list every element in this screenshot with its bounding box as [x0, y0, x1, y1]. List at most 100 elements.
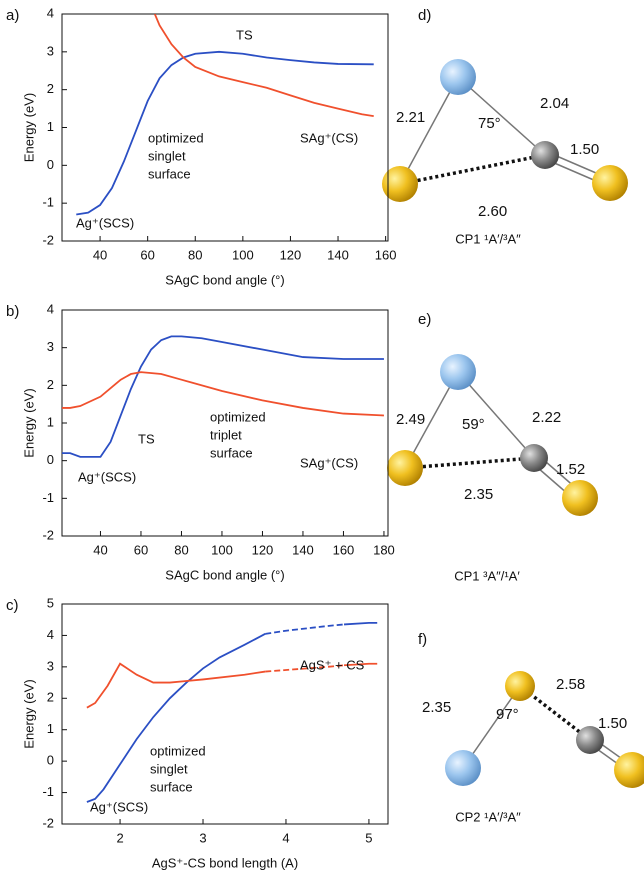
y-tick-label: 1	[47, 414, 54, 429]
panel-label: c)	[6, 597, 19, 614]
panel-label: b)	[6, 303, 19, 320]
figure: d) 2.21 2.04 1.50 2.60 75° CP1 ¹A′/³A″ e…	[0, 0, 644, 878]
y-axis-title: Energy (eV)	[21, 679, 36, 748]
bond-length: 2.04	[540, 95, 569, 112]
molecule-d: d) 2.21 2.04 1.50 2.60 75° CP1 ¹A′/³A″	[382, 7, 628, 246]
curve	[344, 623, 377, 625]
bond-length: 2.35	[422, 699, 451, 716]
y-axis-title: Energy (eV)	[21, 388, 36, 457]
panel-label: d)	[418, 7, 431, 24]
y-tick-label: 0	[47, 157, 54, 172]
bond-length: 2.21	[396, 109, 425, 126]
plot-frame	[62, 604, 388, 824]
annotation: surface	[210, 445, 253, 460]
bond-length: 2.58	[556, 676, 585, 693]
y-tick-label: 2	[47, 377, 54, 392]
x-tick-label: 60	[140, 247, 154, 262]
y-tick-label: -2	[42, 815, 54, 830]
atom-s	[387, 450, 423, 486]
y-tick-label: 1	[47, 119, 54, 134]
bond-length: 2.49	[396, 411, 425, 428]
atom-c	[520, 444, 548, 472]
annotation: Ag⁺(SCS)	[90, 799, 148, 814]
annotation: optimized	[150, 743, 206, 758]
atom-c	[531, 141, 559, 169]
curve	[87, 634, 265, 802]
x-tick-label: 140	[292, 542, 314, 557]
curve	[155, 14, 374, 116]
annotation: optimized	[210, 409, 266, 424]
atom-ag	[440, 59, 476, 95]
bond-angle: 59°	[462, 416, 485, 433]
atom-s	[614, 752, 644, 788]
y-tick-label: 0	[47, 452, 54, 467]
state-label: CP1 ¹A′/³A″	[455, 231, 521, 246]
annotation: Ag⁺(SCS)	[78, 469, 136, 484]
y-tick-label: 4	[47, 5, 54, 20]
plot-frame	[62, 14, 388, 241]
y-tick-label: -2	[42, 232, 54, 247]
state-label: CP2 ¹A′/³A″	[455, 809, 521, 824]
annotation: singlet	[148, 148, 186, 163]
y-tick-label: 3	[47, 43, 54, 58]
x-tick-label: 4	[282, 830, 289, 845]
y-tick-label: 4	[47, 627, 54, 642]
bond-length: 2.60	[478, 203, 507, 220]
x-axis-title: SAgC bond angle (°)	[165, 567, 284, 582]
annotation: Ag⁺(SCS)	[76, 215, 134, 230]
y-tick-label: 2	[47, 690, 54, 705]
x-tick-label: 40	[93, 542, 107, 557]
bond-angle: 97°	[496, 706, 519, 723]
x-axis-title: AgS⁺-CS bond length (A)	[152, 855, 298, 870]
atom-s	[382, 166, 418, 202]
annotation: surface	[148, 166, 191, 181]
bond-length: 2.35	[464, 486, 493, 503]
atom-s	[592, 165, 628, 201]
annotation: optimized	[148, 130, 204, 145]
state-label: CP1 ³A″/¹A′	[454, 568, 520, 583]
annotation: SAg⁺(CS)	[300, 455, 358, 470]
panel-label: f)	[418, 631, 427, 648]
panel-label: a)	[6, 7, 19, 24]
x-tick-label: 160	[375, 247, 397, 262]
x-tick-label: 120	[252, 542, 274, 557]
y-tick-label: 0	[47, 753, 54, 768]
bond-length: 1.50	[570, 141, 599, 158]
annotation: surface	[150, 779, 193, 794]
x-tick-label: 180	[373, 542, 395, 557]
annotation: triplet	[210, 427, 242, 442]
annotation: TS	[138, 431, 155, 446]
y-tick-label: -2	[42, 527, 54, 542]
y-tick-label: 3	[47, 339, 54, 354]
y-tick-label: 2	[47, 81, 54, 96]
x-tick-label: 160	[333, 542, 355, 557]
x-tick-label: 3	[199, 830, 206, 845]
x-tick-label: 40	[93, 247, 107, 262]
atom-s	[505, 671, 535, 701]
x-tick-label: 60	[134, 542, 148, 557]
y-tick-label: 4	[47, 301, 54, 316]
bond	[405, 458, 534, 468]
x-axis-title: SAgC bond angle (°)	[165, 272, 284, 287]
bond	[400, 77, 458, 184]
x-tick-label: 80	[188, 247, 202, 262]
curve	[265, 624, 344, 633]
x-tick-label: 5	[365, 830, 372, 845]
x-tick-label: 80	[174, 542, 188, 557]
atom-ag	[440, 354, 476, 390]
x-tick-label: 2	[116, 830, 123, 845]
annotation: TS	[236, 27, 253, 42]
x-tick-label: 100	[211, 542, 233, 557]
y-tick-label: 1	[47, 721, 54, 736]
annotation: AgS⁺ + CS	[300, 657, 365, 672]
y-tick-label: -1	[42, 195, 54, 210]
bond	[400, 155, 545, 184]
x-tick-label: 120	[280, 247, 302, 262]
y-tick-label: 5	[47, 595, 54, 610]
panel-label: e)	[418, 311, 431, 328]
bond-length: 1.50	[598, 715, 627, 732]
y-tick-label: -1	[42, 490, 54, 505]
molecule-f: f) 2.35 2.58 1.50 97° CP2 ¹A′/³A″	[418, 631, 644, 824]
y-tick-label: -1	[42, 784, 54, 799]
bond-angle: 75°	[478, 115, 501, 132]
